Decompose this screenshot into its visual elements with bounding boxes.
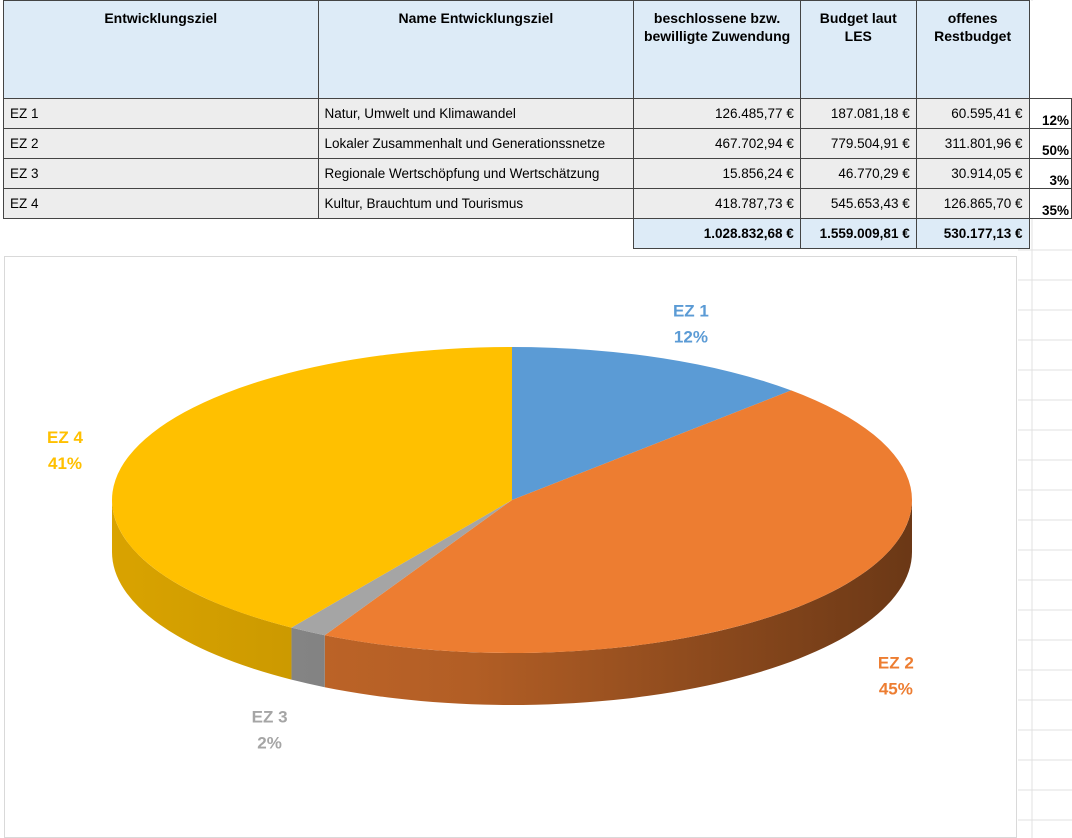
empty-cell — [1029, 219, 1071, 249]
cell-zuwendung[interactable]: 15.856,24 € — [633, 158, 801, 189]
cell-rest[interactable]: 126.865,70 € — [915, 188, 1030, 219]
table-row: EZ 4 Kultur, Brauchtum und Tourismus 418… — [3, 188, 1072, 219]
table-header-row: Entwicklungsziel Name Entwicklungsziel b… — [3, 0, 1072, 99]
header-pad — [1029, 0, 1072, 99]
cell-budget[interactable]: 779.504,91 € — [799, 128, 917, 159]
cell-rest[interactable]: 30.914,05 € — [915, 158, 1030, 189]
cell-pct[interactable]: 3% — [1028, 158, 1072, 189]
cell-rest[interactable]: 311.801,96 € — [915, 128, 1030, 159]
cell-name[interactable]: Regionale Wertschöpfung und Wertschätzun… — [317, 158, 635, 189]
pie-side-ez-4[interactable] — [111, 500, 292, 680]
total-zuwendung[interactable]: 1.028.832,68 € — [633, 218, 801, 249]
cell-name[interactable]: Kultur, Brauchtum und Tourismus — [317, 188, 635, 219]
total-rest[interactable]: 530.177,13 € — [915, 218, 1030, 249]
pie-slice-ez-4[interactable] — [112, 347, 512, 628]
table-row: EZ 1 Natur, Umwelt und Klimawandel 126.4… — [3, 98, 1072, 129]
total-budget[interactable]: 1.559.009,81 € — [799, 218, 917, 249]
pie-chart-svg: EZ 1 12% EZ 2 45% EZ 3 2% EZ 4 41% — [47, 302, 914, 753]
table-row: EZ 3 Regionale Wertschöpfung und Wertsch… — [3, 158, 1072, 189]
cell-pct[interactable]: 50% — [1028, 128, 1072, 159]
totals-row: 1.028.832,68 € 1.559.009,81 € 530.177,13… — [4, 218, 1072, 249]
budget-table: Entwicklungsziel Name Entwicklungsziel b… — [3, 0, 1072, 249]
cell-rest[interactable]: 60.595,41 € — [915, 98, 1030, 129]
empty-cell[interactable] — [4, 219, 319, 249]
pie-side-ez-2[interactable] — [324, 500, 912, 705]
data-label-ez-3[interactable]: EZ 3 2% — [252, 707, 288, 752]
pie-side-ez-3[interactable] — [291, 627, 325, 688]
data-label-category: EZ 3 — [252, 707, 288, 726]
header-name[interactable]: Name Entwicklungsziel — [317, 0, 635, 99]
cell-budget[interactable]: 545.653,43 € — [799, 188, 917, 219]
pie-slice-ez-2[interactable] — [324, 390, 913, 653]
cell-budget[interactable]: 187.081,18 € — [799, 98, 917, 129]
cell-name[interactable]: Natur, Umwelt und Klimawandel — [317, 98, 635, 129]
pie-slice-ez-1[interactable] — [512, 347, 792, 500]
data-label-percent: 12% — [674, 328, 708, 347]
pie-slice-ez-3[interactable] — [291, 500, 512, 636]
data-label-percent: 2% — [257, 733, 282, 752]
cell-id[interactable]: EZ 1 — [3, 98, 319, 129]
cell-id[interactable]: EZ 4 — [3, 188, 319, 219]
header-entwicklungsziel[interactable]: Entwicklungsziel — [3, 0, 319, 99]
cell-pct[interactable]: 12% — [1028, 98, 1072, 129]
header-rest[interactable]: offenes Restbudget — [915, 0, 1030, 99]
cell-name[interactable]: Lokaler Zusammenhalt und Generationssnet… — [317, 128, 635, 159]
data-label-percent: 45% — [879, 680, 913, 699]
pie-chart[interactable]: EZ 1 12% EZ 2 45% EZ 3 2% EZ 4 41% — [4, 256, 1017, 838]
data-label-category: EZ 4 — [47, 428, 83, 447]
cell-id[interactable]: EZ 3 — [3, 158, 319, 189]
data-label-category: EZ 1 — [673, 302, 709, 321]
cell-id[interactable]: EZ 2 — [3, 128, 319, 159]
cell-budget[interactable]: 46.770,29 € — [799, 158, 917, 189]
cell-zuwendung[interactable]: 467.702,94 € — [633, 128, 801, 159]
data-label-category: EZ 2 — [878, 654, 914, 673]
data-label-ez-4[interactable]: EZ 4 41% — [47, 428, 83, 473]
data-label-ez-2[interactable]: EZ 2 45% — [878, 654, 914, 699]
cell-zuwendung[interactable]: 418.787,73 € — [633, 188, 801, 219]
empty-cell[interactable] — [318, 219, 634, 249]
cell-zuwendung[interactable]: 126.485,77 € — [633, 98, 801, 129]
table-row: EZ 2 Lokaler Zusammenhalt und Generation… — [3, 128, 1072, 159]
header-zuwendung[interactable]: beschlossene bzw. bewilligte Zuwendung — [633, 0, 801, 99]
data-label-ez-1[interactable]: EZ 1 12% — [673, 302, 709, 347]
header-budget[interactable]: Budget laut LES — [799, 0, 917, 99]
data-label-percent: 41% — [48, 454, 82, 473]
cell-pct[interactable]: 35% — [1028, 188, 1072, 219]
